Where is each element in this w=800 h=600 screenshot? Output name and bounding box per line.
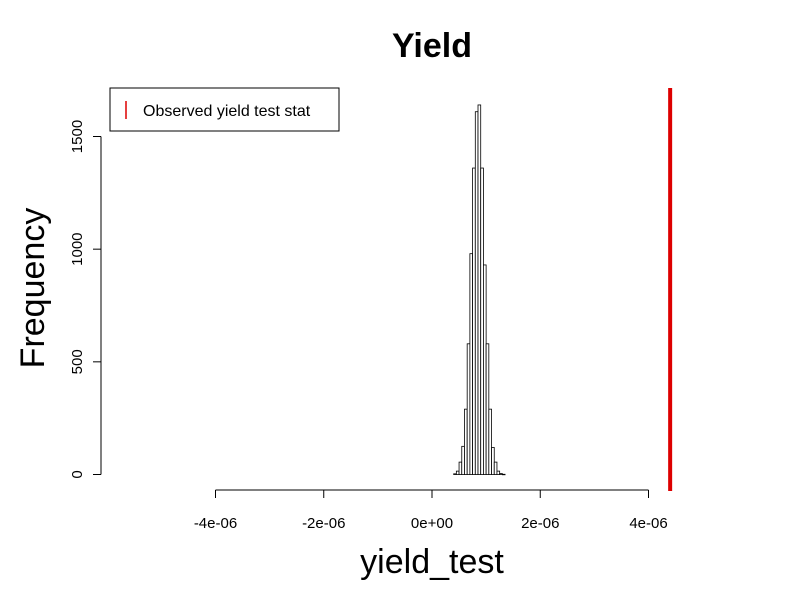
histogram-bar (499, 473, 503, 475)
histogram-bar (455, 470, 460, 475)
histogram-bar (453, 473, 457, 475)
histogram-bar (501, 473, 506, 476)
histogram-bar (464, 408, 468, 475)
histogram-bar (474, 111, 479, 475)
histogram-bar (477, 104, 482, 475)
histogram-bar (469, 253, 473, 475)
y-tick-label: 500 (69, 349, 86, 374)
histogram-bar (461, 445, 465, 475)
histogram-bars (453, 104, 506, 476)
histogram-bar (488, 408, 492, 475)
x-tick-label: 0e+00 (411, 515, 453, 532)
x-tick-label: -2e-06 (302, 515, 345, 532)
legend-box (109, 87, 340, 132)
x-axis: -4e-06 -2e-06 0e+00 2e-06 4e-06 (194, 489, 668, 532)
histogram-bar (493, 461, 498, 475)
y-axis-label: Frequency (14, 208, 52, 369)
histogram-bar (483, 264, 487, 475)
y-tick-label: 1500 (69, 120, 86, 153)
y-tick-label: 1000 (69, 232, 86, 265)
x-tick-label: -4e-06 (194, 515, 237, 532)
x-tick-label: 4e-06 (629, 515, 667, 532)
x-axis-label: yield_test (360, 543, 504, 581)
histogram-bar (466, 343, 471, 475)
histogram-bar (480, 167, 484, 475)
histogram-bar (472, 167, 476, 475)
histogram-bar (496, 470, 501, 475)
y-tick-label: 0 (69, 470, 86, 478)
histogram-bar (458, 461, 463, 475)
y-axis: 0 500 1000 1500 (69, 120, 102, 479)
legend-entry-observed: Observed yield test stat (143, 103, 311, 120)
histogram-bar (485, 343, 490, 475)
legend: Observed yield test stat (109, 87, 340, 132)
x-tick-label: 2e-06 (521, 515, 559, 532)
histogram-bar (491, 447, 495, 475)
chart-title: Yield (392, 27, 472, 65)
